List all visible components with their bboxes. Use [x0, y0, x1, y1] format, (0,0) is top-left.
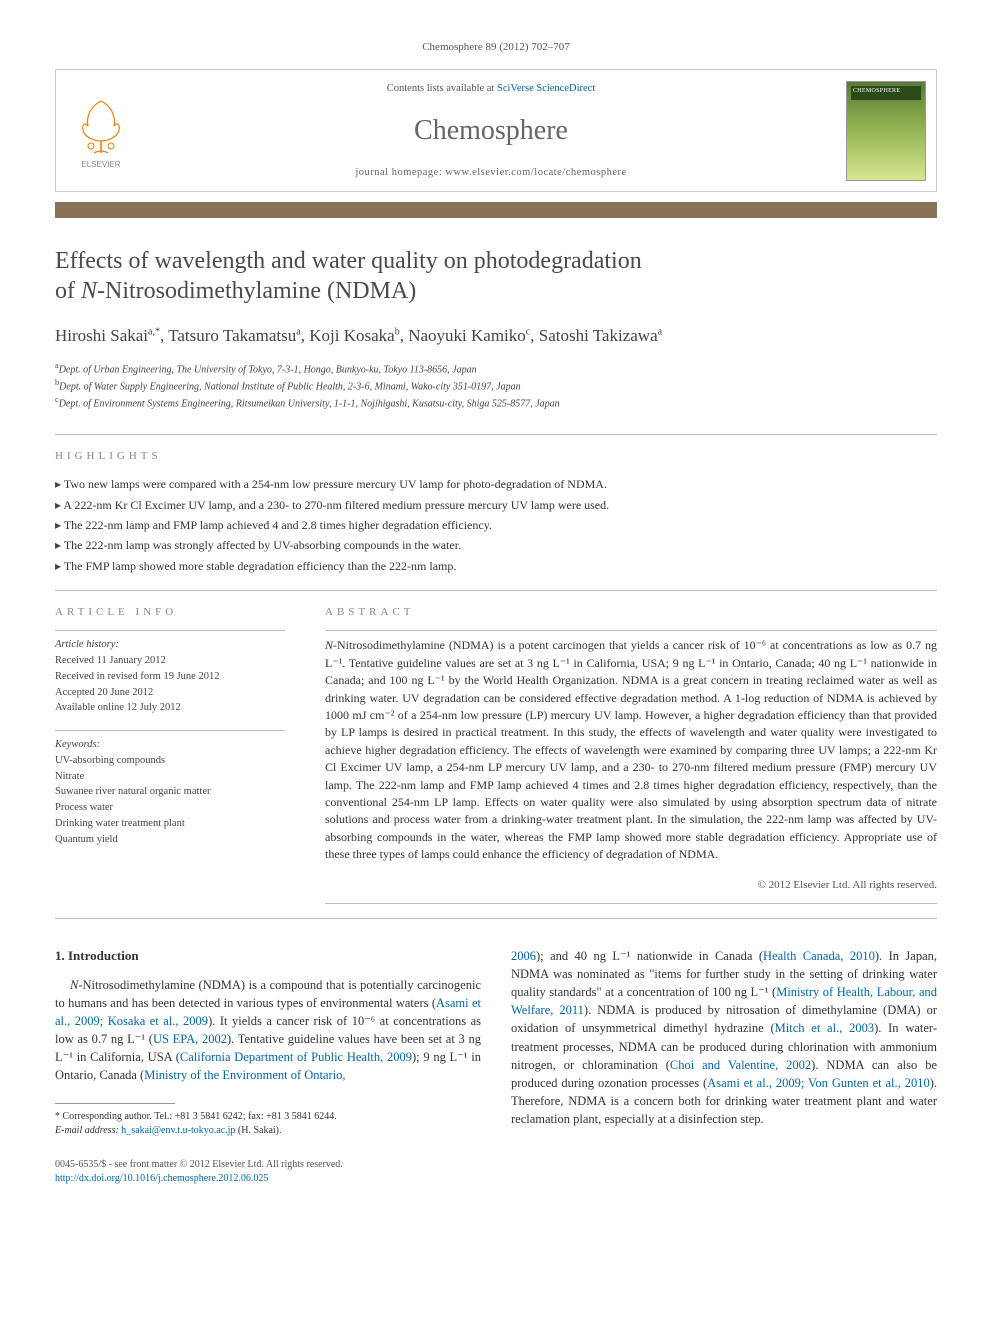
- authors-line: Hiroshi Sakaia,*, Tatsuro Takamatsua, Ko…: [55, 324, 937, 348]
- article-info-label: ARTICLE INFO: [55, 605, 285, 620]
- body-columns: 1. Introduction N-Nitrosodimethylamine (…: [55, 947, 937, 1138]
- abstract-label: ABSTRACT: [325, 605, 937, 620]
- history-accepted: Accepted 20 June 2012: [55, 685, 285, 701]
- keyword: Nitrate: [55, 769, 285, 785]
- article-info-column: ARTICLE INFO Article history: Received 1…: [55, 605, 285, 904]
- footer-front-matter: 0045-6535/$ - see front matter © 2012 El…: [55, 1158, 937, 1172]
- abstract-copyright: © 2012 Elsevier Ltd. All rights reserved…: [325, 878, 937, 893]
- email-label: E-mail address:: [55, 1125, 119, 1136]
- keyword: Suwanee river natural organic matter: [55, 784, 285, 800]
- highlight-item: The 222-nm lamp was strongly affected by…: [55, 535, 937, 555]
- abstract-text: N-Nitrosodimethylamine (NDMA) is a poten…: [325, 637, 937, 863]
- divider-bar: [55, 202, 937, 218]
- title-line2-suffix: -Nitrosodimethylamine (NDMA): [97, 278, 416, 304]
- rule-1: [55, 434, 937, 435]
- contents-prefix: Contents lists available at: [387, 83, 497, 94]
- rule-3: [55, 918, 937, 919]
- rule-2: [55, 590, 937, 591]
- author-1: Tatsuro Takamatsua: [168, 326, 301, 345]
- highlights-list: Two new lamps were compared with a 254-n…: [55, 474, 937, 576]
- corr-email-name: (H. Sakai).: [238, 1125, 282, 1136]
- journal-name: Chemosphere: [146, 111, 836, 150]
- elsevier-tree-logo: ELSEVIER: [66, 91, 136, 171]
- author-3: Naoyuki Kamikoc: [408, 326, 530, 345]
- highlight-item: The 222-nm lamp and FMP lamp achieved 4 …: [55, 515, 937, 535]
- abstract-column: ABSTRACT N-Nitrosodimethylamine (NDMA) i…: [325, 605, 937, 904]
- keywords-block: Keywords: UV-absorbing compounds Nitrate…: [55, 737, 285, 847]
- citation-line: Chemosphere 89 (2012) 702–707: [55, 40, 937, 55]
- footnote-separator: [55, 1103, 175, 1104]
- intro-para-right: 2006); and 40 ng L⁻¹ nationwide in Canad…: [511, 947, 937, 1128]
- info-abstract-row: ARTICLE INFO Article history: Received 1…: [55, 605, 937, 904]
- abstract-body: -Nitrosodimethylamine (NDMA) is a potent…: [325, 638, 937, 861]
- author-4: Satoshi Takizawaa: [539, 326, 662, 345]
- highlights-label: HIGHLIGHTS: [55, 449, 937, 464]
- rule-info-top: [55, 630, 285, 631]
- header-center: Contents lists available at SciVerse Sci…: [146, 70, 836, 191]
- history-revised: Received in revised form 19 June 2012: [55, 669, 285, 685]
- rule-abstract-bottom: [325, 903, 937, 904]
- ref-link[interactable]: Health Canada, 2010: [763, 949, 875, 963]
- ref-link[interactable]: US EPA, 2002: [153, 1032, 227, 1046]
- rule-info-mid: [55, 730, 285, 731]
- title-line1: Effects of wavelength and water quality …: [55, 248, 642, 274]
- journal-cover-thumbnail: CHEMOSPHERE: [846, 81, 926, 181]
- history-received: Received 11 January 2012: [55, 653, 285, 669]
- corr-email-line: E-mail address: h_sakai@env.t.u-tokyo.ac…: [55, 1124, 481, 1138]
- highlight-item: Two new lamps were compared with a 254-n…: [55, 474, 937, 494]
- author-0: Hiroshi Sakaia,*: [55, 326, 160, 345]
- corresponding-author-footnote: * Corresponding author. Tel.: +81 3 5841…: [55, 1110, 481, 1138]
- history-label: Article history:: [55, 637, 285, 653]
- contents-lists-line: Contents lists available at SciVerse Sci…: [146, 82, 836, 97]
- affiliations: aDept. of Urban Engineering, The Univers…: [55, 360, 937, 412]
- page-footer: 0045-6535/$ - see front matter © 2012 El…: [55, 1158, 937, 1186]
- corr-author-line: * Corresponding author. Tel.: +81 3 5841…: [55, 1110, 481, 1124]
- ref-link[interactable]: Asami et al., 2009; Von Gunten et al., 2…: [707, 1076, 930, 1090]
- journal-homepage-line: journal homepage: www.elsevier.com/locat…: [146, 166, 836, 181]
- doi-link[interactable]: http://dx.doi.org/10.1016/j.chemosphere.…: [55, 1173, 268, 1184]
- homepage-url[interactable]: www.elsevier.com/locate/chemosphere: [445, 167, 626, 178]
- keyword: UV-absorbing compounds: [55, 753, 285, 769]
- author-2: Koji Kosakab: [309, 326, 399, 345]
- intro-text-a: -Nitrosodimethylamine (NDMA) is a compou…: [55, 978, 481, 1010]
- svg-text:ELSEVIER: ELSEVIER: [81, 160, 120, 169]
- homepage-prefix: journal homepage:: [355, 167, 445, 178]
- body-column-left: 1. Introduction N-Nitrosodimethylamine (…: [55, 947, 481, 1138]
- ref-link[interactable]: Mitch et al., 2003: [775, 1021, 874, 1035]
- publisher-logo-cell: ELSEVIER: [56, 70, 146, 191]
- highlight-item: The FMP lamp showed more stable degradat…: [55, 556, 937, 576]
- history-online: Available online 12 July 2012: [55, 700, 285, 716]
- sciencedirect-link[interactable]: SciVerse ScienceDirect: [497, 83, 595, 94]
- intro-text-2a: ); and 40 ng L⁻¹ nationwide in Canada (: [536, 949, 763, 963]
- rule-abstract-top: [325, 630, 937, 631]
- ref-link[interactable]: California Department of Public Health, …: [180, 1050, 412, 1064]
- corr-email-link[interactable]: h_sakai@env.t.u-tokyo.ac.jp: [121, 1125, 235, 1136]
- affiliation-c: cDept. of Environment Systems Engineerin…: [55, 394, 937, 411]
- keyword: Quantum yield: [55, 832, 285, 848]
- cover-label: CHEMOSPHERE: [853, 87, 900, 95]
- keywords-label: Keywords:: [55, 737, 285, 753]
- body-column-right: 2006); and 40 ng L⁻¹ nationwide in Canad…: [511, 947, 937, 1138]
- ref-link[interactable]: 2006: [511, 949, 536, 963]
- cover-thumb-cell: CHEMOSPHERE: [836, 70, 936, 191]
- affiliation-a: aDept. of Urban Engineering, The Univers…: [55, 360, 937, 377]
- journal-header: ELSEVIER Contents lists available at Sci…: [55, 69, 937, 192]
- intro-para-left: N-Nitrosodimethylamine (NDMA) is a compo…: [55, 976, 481, 1085]
- page: Chemosphere 89 (2012) 702–707 ELSEVIER C…: [0, 0, 992, 1226]
- title-line2-prefix: of: [55, 278, 81, 304]
- article-history: Article history: Received 11 January 201…: [55, 637, 285, 716]
- ref-link[interactable]: Ministry of the Environment of Ontario,: [144, 1068, 345, 1082]
- affiliation-b: bDept. of Water Supply Engineering, Nati…: [55, 377, 937, 394]
- article-title: Effects of wavelength and water quality …: [55, 246, 937, 306]
- ref-link[interactable]: Choi and Valentine, 2002: [670, 1058, 811, 1072]
- keyword: Process water: [55, 800, 285, 816]
- keyword: Drinking water treatment plant: [55, 816, 285, 832]
- title-italic-N: N: [81, 278, 97, 304]
- highlight-item: A 222-nm Kr Cl Excimer UV lamp, and a 23…: [55, 495, 937, 515]
- intro-heading: 1. Introduction: [55, 947, 481, 966]
- abstract-italic-N: N: [325, 638, 333, 652]
